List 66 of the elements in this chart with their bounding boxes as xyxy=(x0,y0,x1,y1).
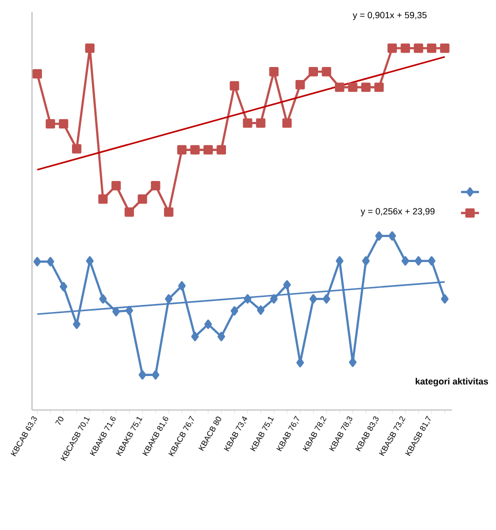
point xyxy=(361,82,371,92)
point xyxy=(322,294,330,304)
point xyxy=(400,43,410,53)
point xyxy=(46,119,56,128)
point xyxy=(86,256,94,266)
point xyxy=(374,82,384,92)
point xyxy=(270,294,278,304)
point xyxy=(282,118,292,128)
point xyxy=(138,194,148,204)
point xyxy=(362,256,370,266)
point xyxy=(72,144,82,154)
text: y = 0,901x + 59,35 xyxy=(352,12,427,20)
point xyxy=(164,207,174,217)
point xyxy=(32,69,42,79)
point xyxy=(414,256,422,266)
point xyxy=(230,81,240,90)
point xyxy=(190,145,200,155)
point xyxy=(178,281,186,291)
point xyxy=(204,320,212,329)
point xyxy=(218,332,226,342)
point xyxy=(124,207,134,217)
point xyxy=(150,180,160,190)
point xyxy=(402,256,410,266)
point xyxy=(164,294,172,304)
point xyxy=(256,118,266,128)
point xyxy=(58,119,68,128)
point xyxy=(388,43,397,53)
point xyxy=(244,294,252,304)
point xyxy=(98,194,108,204)
point xyxy=(72,320,80,329)
point xyxy=(99,294,107,304)
point xyxy=(310,294,318,304)
point xyxy=(191,332,199,342)
point xyxy=(138,370,146,380)
point xyxy=(336,256,344,266)
point xyxy=(85,43,95,53)
point xyxy=(242,118,252,128)
point xyxy=(295,80,305,90)
point xyxy=(60,282,68,292)
annotation: y = 0,256x + 23,99 xyxy=(360,208,435,216)
x-axis-title: kategori aktivitas xyxy=(416,378,488,386)
point xyxy=(33,256,42,266)
point xyxy=(269,67,279,76)
point xyxy=(348,82,358,92)
point xyxy=(426,43,436,53)
point xyxy=(283,280,291,290)
point xyxy=(388,231,396,241)
point xyxy=(440,43,450,53)
point xyxy=(256,305,265,315)
point xyxy=(152,370,160,380)
point xyxy=(230,306,238,316)
point xyxy=(46,256,54,266)
point xyxy=(308,67,318,76)
point xyxy=(348,358,357,367)
point xyxy=(203,145,213,155)
point xyxy=(428,256,436,266)
point xyxy=(322,67,332,76)
point xyxy=(111,180,121,190)
point xyxy=(177,145,187,155)
point xyxy=(216,145,226,155)
point xyxy=(334,82,344,92)
point xyxy=(375,231,383,241)
point xyxy=(414,43,424,53)
point xyxy=(112,306,120,316)
point xyxy=(440,294,449,304)
point xyxy=(125,306,134,316)
